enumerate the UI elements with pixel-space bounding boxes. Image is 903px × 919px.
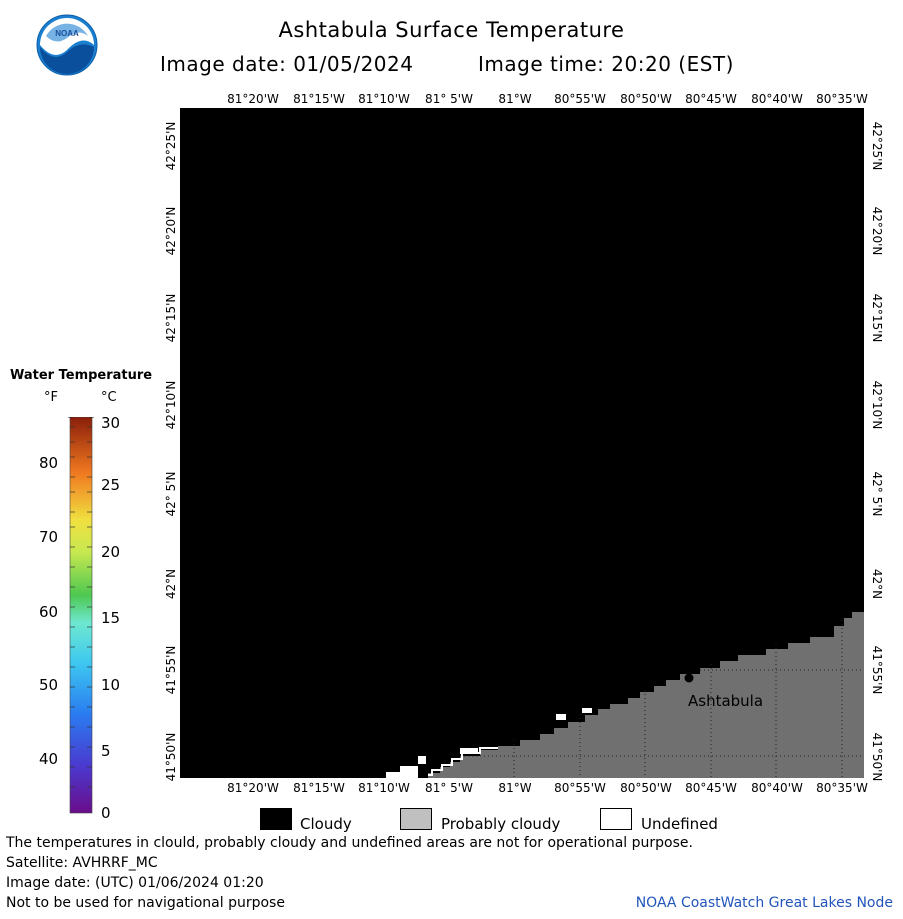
lat-label: 41°55'N: [870, 645, 884, 695]
lat-label: 42°15'N: [164, 293, 178, 343]
lon-labels-top: 81°20'W 81°15'W 81°10'W 81° 5'W 81°W 80°…: [0, 92, 903, 108]
undefined-patch: [460, 748, 478, 754]
undefined-patch: [418, 756, 426, 764]
lon-label: 81°20'W: [227, 92, 279, 106]
f-tick-label: 60: [39, 603, 59, 621]
lat-label: 42°25'N: [164, 121, 178, 171]
navigation-warning: Not to be used for navigational purpose: [6, 895, 285, 911]
lat-label: 42°10'N: [870, 380, 884, 430]
credit-link[interactable]: NOAA CoastWatch Great Lakes Node: [635, 895, 893, 911]
lon-label: 80°55'W: [554, 92, 606, 106]
lon-label: 80°45'W: [685, 92, 737, 106]
svg-text:NOAA: NOAA: [55, 29, 79, 38]
lat-label: 42°25'N: [870, 121, 884, 171]
c-tick-label: 10: [101, 676, 121, 694]
noaa-logo-icon: NOAA: [36, 14, 98, 76]
lat-label: 42°15'N: [870, 293, 884, 343]
lon-label: 80°40'W: [751, 92, 803, 106]
lon-label: 81° 5'W: [425, 781, 473, 795]
lat-label: 41°55'N: [164, 645, 178, 695]
lat-label: 41°50'N: [870, 732, 884, 782]
lon-label: 80°35'W: [816, 92, 868, 106]
legend-probably-cloudy-label: Probably cloudy: [441, 815, 561, 833]
lat-label: 42°20'N: [164, 206, 178, 256]
c-tick-label: 30: [101, 414, 121, 432]
lat-label: 41°50'N: [164, 732, 178, 782]
f-tick-label: 40: [39, 750, 59, 768]
lat-label: 42°N: [164, 568, 178, 600]
legend-cloudy-swatch: [260, 808, 292, 830]
ashtabula-marker: [684, 673, 694, 683]
color-scale-bar: [68, 416, 94, 817]
lon-label: 81°W: [498, 92, 532, 106]
f-tick-label: 70: [39, 528, 59, 546]
land-area: [428, 612, 864, 778]
lon-label: 80°55'W: [554, 781, 606, 795]
legend-cloudy-label: Cloudy: [300, 815, 352, 833]
place-label: Ashtabula: [688, 692, 764, 710]
lat-label: 42°10'N: [164, 380, 178, 430]
lon-label: 81°20'W: [227, 781, 279, 795]
undefined-patch: [582, 708, 592, 713]
lon-label: 81°15'W: [293, 781, 345, 795]
c-tick-label: 25: [101, 476, 121, 494]
unit-celsius: °C: [101, 390, 117, 405]
unit-fahrenheit: °F: [44, 390, 58, 405]
undefined-patch: [400, 766, 418, 778]
legend-undefined-label: Undefined: [641, 815, 718, 833]
c-tick-label: 15: [101, 609, 121, 627]
scale-title: Water Temperature: [10, 368, 153, 383]
utc-date-text: Image date: (UTC) 01/06/2024 01:20: [6, 875, 264, 891]
disclaimer-text: The temperatures in clould, probably clo…: [6, 835, 693, 851]
satellite-text: Satellite: AVHRRF_MC: [6, 855, 158, 871]
undefined-patch: [556, 714, 566, 720]
lat-label: 42°20'N: [870, 206, 884, 256]
lon-label: 81°15'W: [293, 92, 345, 106]
f-tick-label: 80: [39, 454, 59, 472]
lon-labels-bottom: 81°20'W 81°15'W 81°10'W 81° 5'W 81°W 80°…: [0, 781, 903, 797]
image-time: Image time: 20:20 (EST): [478, 52, 734, 76]
graticule: [460, 620, 864, 778]
c-tick-label: 0: [101, 804, 111, 822]
lon-label: 80°35'W: [816, 781, 868, 795]
legend-undefined-swatch: [600, 808, 632, 830]
lon-label: 81°10'W: [358, 781, 410, 795]
lat-label: 42°N: [870, 568, 884, 600]
map-panel[interactable]: [180, 108, 864, 778]
lon-label: 80°45'W: [685, 781, 737, 795]
lon-label: 81° 5'W: [425, 92, 473, 106]
legend-probably-cloudy-swatch: [400, 808, 432, 830]
lat-label: 42° 5'N: [164, 471, 178, 517]
page-title: Ashtabula Surface Temperature: [278, 18, 625, 42]
f-tick-label: 50: [39, 676, 59, 694]
undefined-patch: [386, 772, 400, 778]
c-tick-label: 5: [101, 742, 111, 760]
lon-label: 81°10'W: [358, 92, 410, 106]
lon-label: 80°50'W: [620, 92, 672, 106]
image-date: Image date: 01/05/2024: [160, 52, 414, 76]
lat-label: 42° 5'N: [870, 471, 884, 517]
lon-label: 80°50'W: [620, 781, 672, 795]
c-tick-label: 20: [101, 543, 121, 561]
coastline: [428, 747, 498, 776]
lon-label: 80°40'W: [751, 781, 803, 795]
lon-label: 81°W: [498, 781, 532, 795]
